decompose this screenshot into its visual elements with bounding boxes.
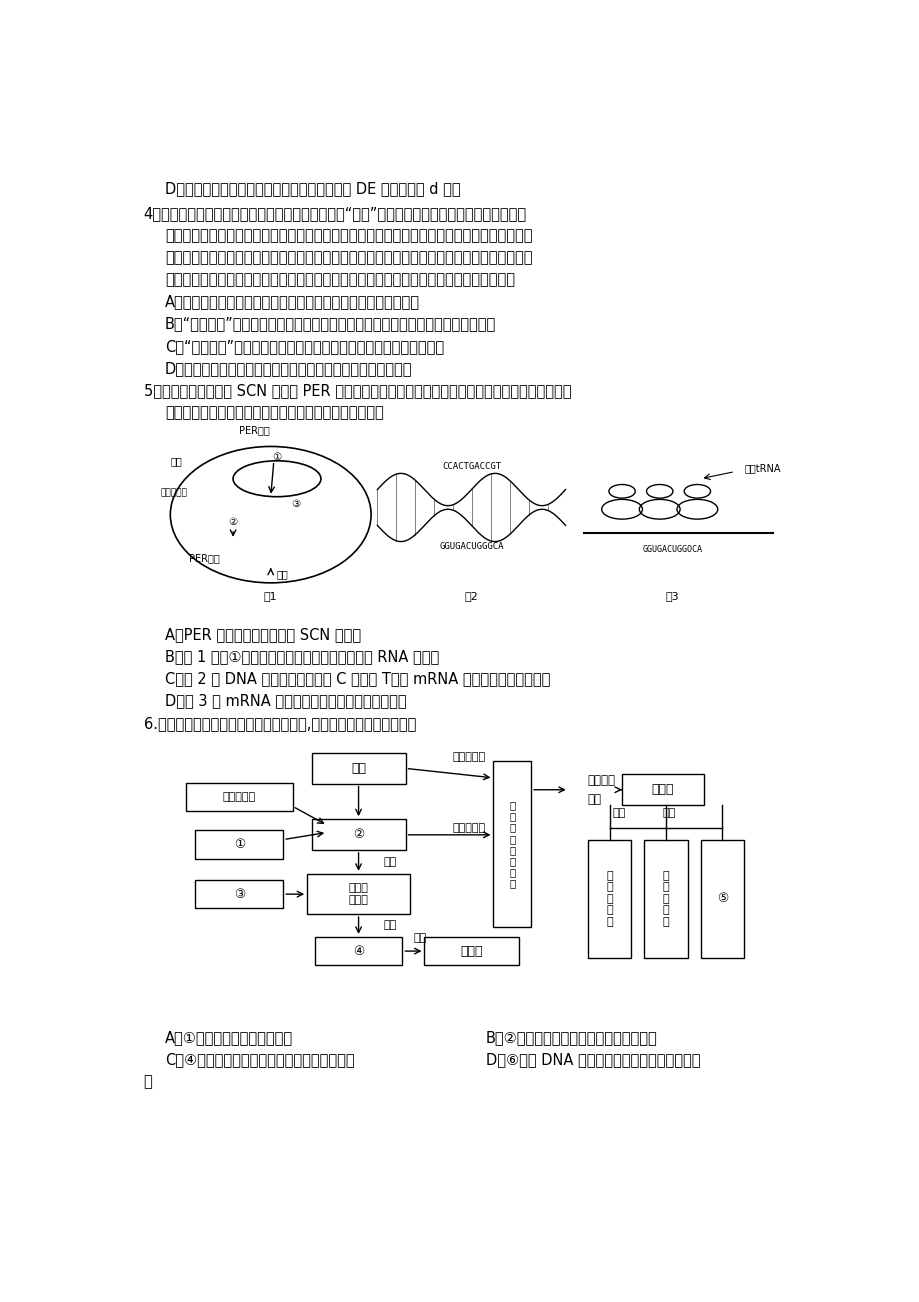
Text: D．图甲细胞分裂后形成的子细胞可对应图乙的 DE 段和图丙的 d 时期: D．图甲细胞分裂后形成的子细胞可对应图乙的 DE 段和图丙的 d 时期 xyxy=(165,181,460,197)
Text: D．⑥表示 DNA 分子的多样性，是共同进化的结: D．⑥表示 DNA 分子的多样性，是共同进化的结 xyxy=(485,1052,699,1068)
Text: A．PER 基因只存在于下丘脑 SCN 细胞中: A．PER 基因只存在于下丘脑 SCN 细胞中 xyxy=(165,628,360,642)
Text: 5．研究表明，下丘脑 SCN 细胞中 PER 基因表达与昼夜节律有关，其表达产物的浓度呈周期性变化，: 5．研究表明，下丘脑 SCN 细胞中 PER 基因表达与昼夜节律有关，其表达产物… xyxy=(143,383,571,398)
Text: C．“癌症蛋白”借助微泡进入血管内皮细胞，与细胞膜表面糖蛋白无关: C．“癌症蛋白”借助微泡进入血管内皮细胞，与细胞膜表面糖蛋白无关 xyxy=(165,339,444,354)
Text: D．图 3 中 mRNA 沿着核糖体的移动方向是从右向左: D．图 3 中 mRNA 沿着核糖体的移动方向是从右向左 xyxy=(165,694,406,708)
Text: B．②表示自然选择，决定生物进化的方向: B．②表示自然选择，决定生物进化的方向 xyxy=(485,1030,657,1046)
Text: 肿瘤方向生长并为它们提供生长所需的营养。下列与此相关的叙述中，不合理的是（　　）: 肿瘤方向生长并为它们提供生长所需的营养。下列与此相关的叙述中，不合理的是（ ） xyxy=(165,272,515,288)
Text: D．新生血管向着肿瘤方向生长与细胞分裂、细胞分化密切相关: D．新生血管向着肿瘤方向生长与细胞分裂、细胞分化密切相关 xyxy=(165,361,412,376)
Text: 6.如图是关于现代生物进化理论的概念图,下列分析合理的是（　　）: 6.如图是关于现代生物进化理论的概念图,下列分析合理的是（ ） xyxy=(143,716,415,730)
Text: 如图为相关过程。据此判断，下列说法正确的是（　　）: 如图为相关过程。据此判断，下列说法正确的是（ ） xyxy=(165,405,383,419)
Text: 改变这些内皮细胞的行为。这些微泡在离开肿瘤组织时携带一种特殊的癌症蛋白，当微泡与内皮: 改变这些内皮细胞的行为。这些微泡在离开肿瘤组织时携带一种特殊的癌症蛋白，当微泡与… xyxy=(165,228,532,243)
Text: B．“癌症蛋白”是由肿瘤细胞合成的一种信息分子，作用于内皮细胞，调节细胞生长: B．“癌症蛋白”是由肿瘤细胞合成的一种信息分子，作用于内皮细胞，调节细胞生长 xyxy=(165,316,495,332)
Text: C．图 2 中 DNA 模板链中一个碟基 C 变成了 T，则 mRNA 中嗈呐与喀啦比例不变: C．图 2 中 DNA 模板链中一个碟基 C 变成了 T，则 mRNA 中嗈呐与… xyxy=(165,672,550,686)
Text: B．图 1 过程①的原料为脱氧核苷酸，需要的酶是 RNA 聚合酶: B．图 1 过程①的原料为脱氧核苷酸，需要的酶是 RNA 聚合酶 xyxy=(165,650,438,664)
Text: 细胞融合，它们所携带的这些癌症蛋白就会触发促进新血管异常形成的机制。这些新生血管向着: 细胞融合，它们所携带的这些癌症蛋白就会触发促进新血管异常形成的机制。这些新生血管… xyxy=(165,250,532,266)
Text: 果: 果 xyxy=(143,1074,153,1090)
Text: A．①表示种群基因频率的改变: A．①表示种群基因频率的改变 xyxy=(165,1030,293,1046)
Text: C．④表示生殖隔离，是新物种形成的必要条件: C．④表示生殖隔离，是新物种形成的必要条件 xyxy=(165,1052,354,1068)
Text: 4．某研究小组认为，肿瘤细胞能释放一种叫微泡的“气泡”，让肿瘤与血管内皮细胞进行交流，并: 4．某研究小组认为，肿瘤细胞能释放一种叫微泡的“气泡”，让肿瘤与血管内皮细胞进行… xyxy=(143,207,526,221)
Text: A．肿瘤细胞出现的根本原因是原癌基因和抑癌基因发生基因突变: A．肿瘤细胞出现的根本原因是原癌基因和抑癌基因发生基因突变 xyxy=(165,294,419,310)
